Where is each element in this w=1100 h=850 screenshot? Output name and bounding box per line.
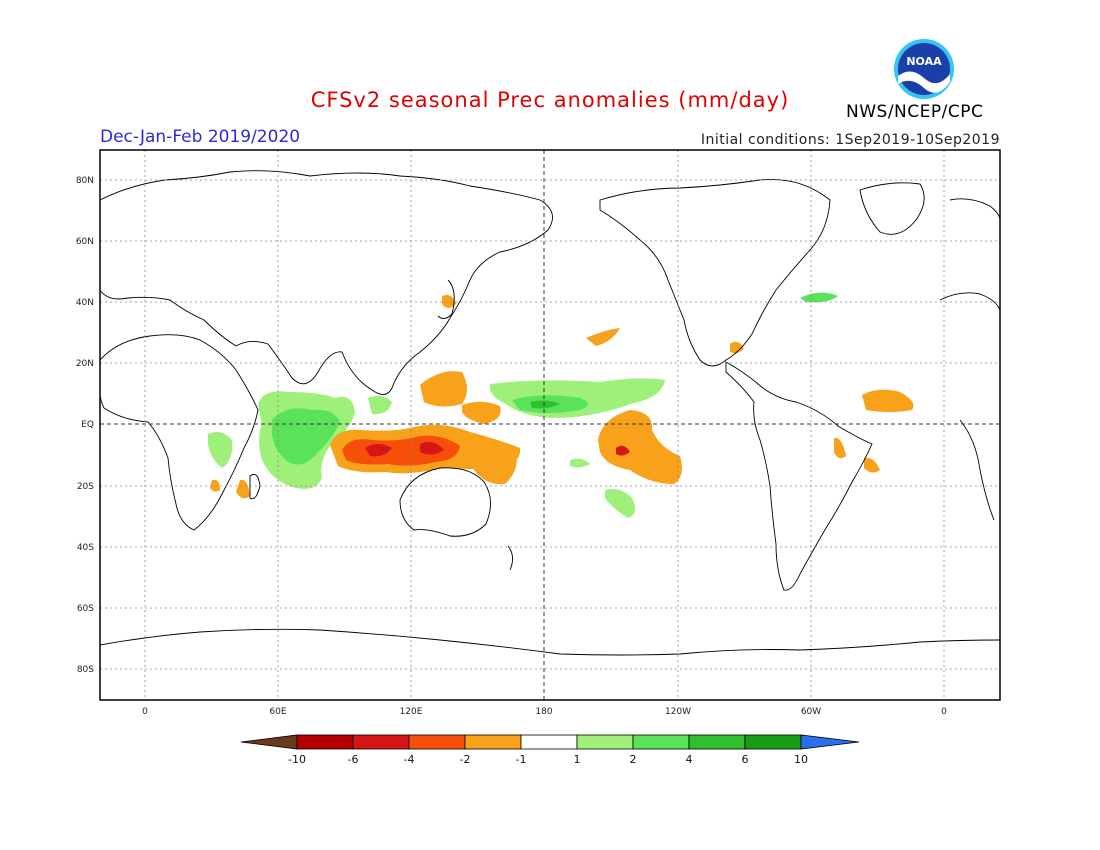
coastline-antarctica xyxy=(100,628,1000,656)
colorbar-swatch xyxy=(464,734,522,750)
lat-label: 20S xyxy=(77,482,94,492)
coastline-south-america xyxy=(725,361,873,591)
latitude-labels: 80N 60N 40N 20N EQ 20S 40S 60S 80S xyxy=(76,176,94,675)
wet-anomaly-indian-ocean-core xyxy=(272,408,340,465)
colorbar-arrow-low xyxy=(240,734,298,750)
colorbar-tick-label: 10 xyxy=(794,753,808,766)
coastline-australia xyxy=(399,467,491,537)
lat-label: 80S xyxy=(77,665,94,675)
colorbar-swatch xyxy=(352,734,410,750)
colorbar-tick-label: 6 xyxy=(742,753,749,766)
colorbar-tick-label: -1 xyxy=(516,753,527,766)
lat-label: 60S xyxy=(77,604,94,614)
colorbar-swatch xyxy=(688,734,746,750)
wet-anomaly-south-pacific xyxy=(605,489,636,518)
colorbar-tick-label: 1 xyxy=(574,753,581,766)
dry-anomaly-tropical-atlantic xyxy=(862,389,914,412)
lat-label: 40S xyxy=(77,543,94,553)
lat-label: 20N xyxy=(76,359,94,369)
colorbar-tick-label: -4 xyxy=(404,753,415,766)
longitude-labels: 0 60E 120E 180 120W 60W 0 xyxy=(142,707,947,717)
lat-label: 40N xyxy=(76,298,94,308)
anomaly-shading xyxy=(208,292,914,518)
colorbar-tick-label: 2 xyxy=(630,753,637,766)
coastline-north-america xyxy=(599,179,831,367)
coastline-eurasia xyxy=(100,170,553,395)
lon-label: 180 xyxy=(535,707,552,717)
graticule xyxy=(100,150,1000,700)
coastlines xyxy=(100,170,1000,656)
equator-and-dateline xyxy=(100,150,1000,700)
colorbar-swatch xyxy=(744,734,802,750)
lon-label: 0 xyxy=(142,707,148,717)
colorbar-swatch xyxy=(408,734,466,750)
lat-label: EQ xyxy=(81,420,94,430)
colorbar-swatch xyxy=(632,734,690,750)
colorbar-swatch xyxy=(576,734,634,750)
colorbar-tick-label: -6 xyxy=(348,753,359,766)
colorbar-arrow-high xyxy=(800,734,860,750)
lon-label: 0 xyxy=(941,707,947,717)
agency-label: NWS/NCEP/CPC xyxy=(846,102,984,122)
lon-label: 60W xyxy=(801,707,821,717)
lon-label: 120E xyxy=(400,707,423,717)
map-frame xyxy=(99,149,1001,701)
colorbar-tick-label: -10 xyxy=(288,753,306,766)
season-label: Dec-Jan-Feb 2019/2020 xyxy=(100,127,301,147)
logo-text: NOAA xyxy=(906,55,942,68)
colorbar: -10 -6 -4 -2 -1 1 2 4 6 10 xyxy=(240,734,860,766)
coastline-africa xyxy=(100,334,259,531)
noaa-logo: NOAA xyxy=(894,39,954,99)
colorbar-swatch xyxy=(296,734,354,750)
colorbar-swatch xyxy=(520,734,578,750)
lon-label: 120W xyxy=(665,707,691,717)
initial-conditions-label: Initial conditions: 1Sep2019-10Sep2019 xyxy=(700,132,1000,148)
dry-anomaly-west-pacific xyxy=(420,371,467,407)
lat-label: 60N xyxy=(76,237,94,247)
lat-label: 80N xyxy=(76,176,94,186)
map-title: CFSv2 seasonal Prec anomalies (mm/day) xyxy=(310,88,790,112)
dry-anomaly-central-pacific xyxy=(598,410,682,484)
lon-label: 60E xyxy=(269,707,286,717)
colorbar-tick-label: 4 xyxy=(686,753,693,766)
colorbar-tick-label: -2 xyxy=(460,753,471,766)
